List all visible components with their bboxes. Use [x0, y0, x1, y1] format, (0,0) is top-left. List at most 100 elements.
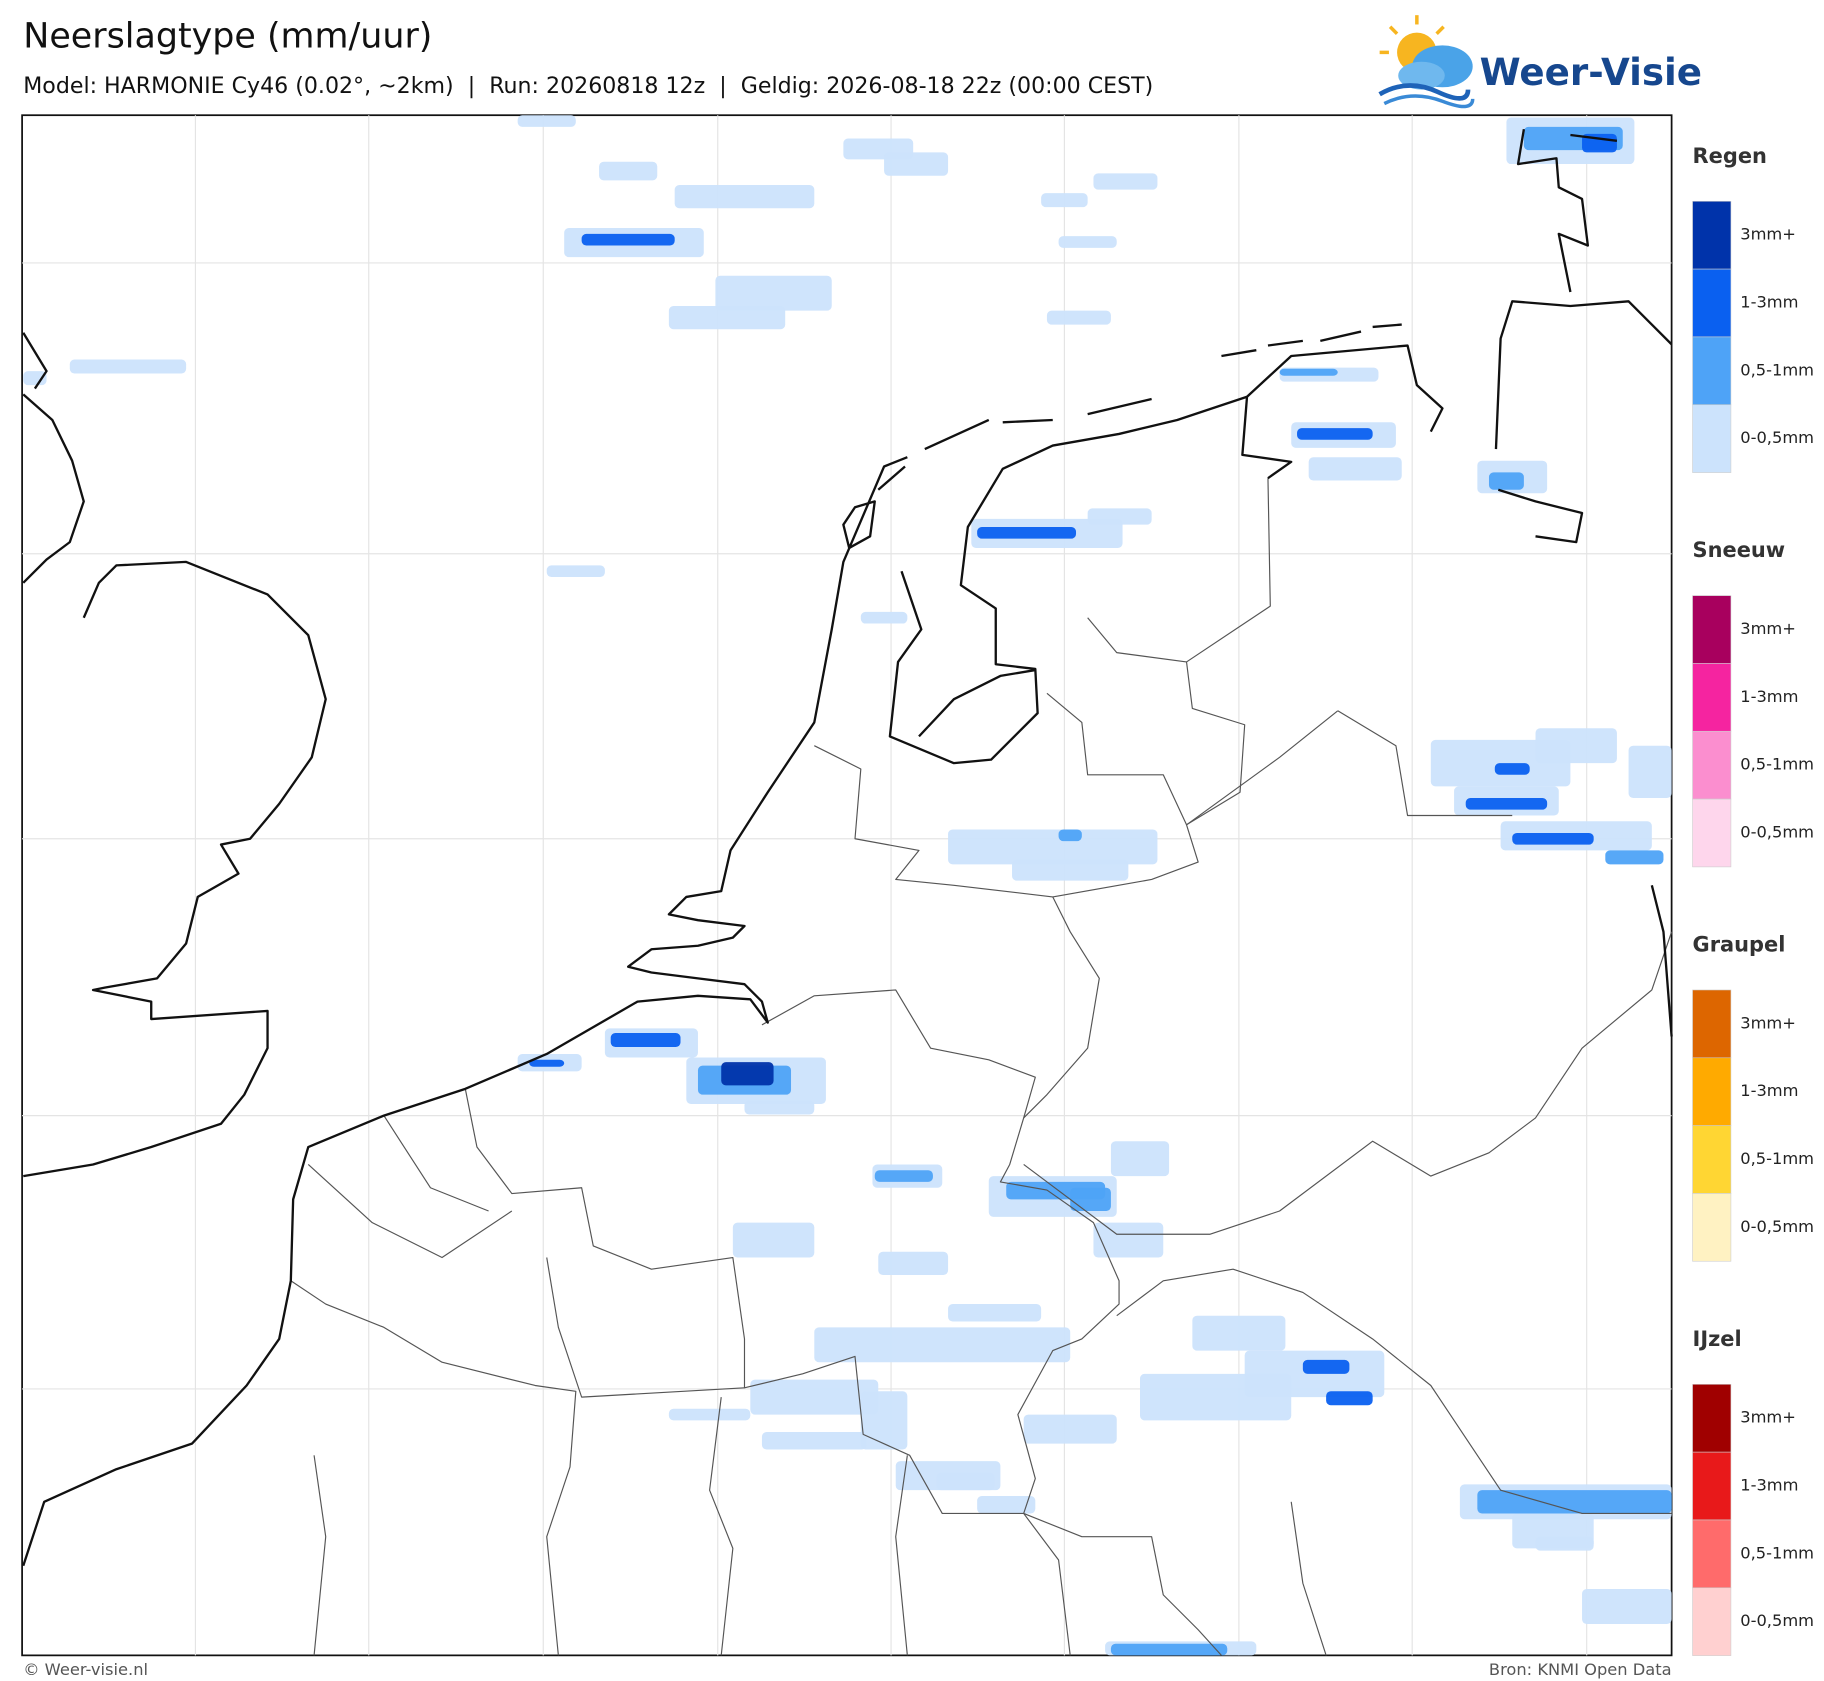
title: Neerslagtype (mm/uur) [23, 17, 432, 57]
precip-cell [1110, 1643, 1228, 1656]
legend-swatch [1692, 1125, 1732, 1194]
legend-swatch [1692, 1587, 1732, 1656]
legend-title: Sneeuw [1693, 538, 1786, 562]
legend-swatch [1692, 336, 1732, 406]
precip-cell [1058, 829, 1082, 842]
precip-cell [599, 161, 658, 181]
precip-cell [1110, 1141, 1170, 1177]
precip-cell [948, 1304, 1042, 1322]
precip-cell [581, 233, 675, 246]
legend-swatch [1692, 268, 1732, 338]
precip-cell [546, 565, 605, 578]
legend-title: IJzel [1693, 1327, 1742, 1351]
precip-cell [1192, 1315, 1286, 1351]
legend-swatch [1692, 1519, 1732, 1589]
legend-label: 3mm+ [1740, 619, 1796, 638]
precip-cell [1023, 1414, 1117, 1444]
legend-swatch [1692, 663, 1732, 732]
precip-cell [1477, 1490, 1672, 1514]
legend-label: 1-3mm [1740, 1476, 1798, 1495]
logo: Weer-Visie [1378, 15, 1702, 109]
precip-cell [668, 305, 786, 330]
precipitation [23, 115, 1672, 1656]
legend-swatch [1692, 1193, 1732, 1262]
legend-swatch [1692, 200, 1732, 270]
legend-label: 3mm+ [1740, 1013, 1796, 1032]
legend-label: 1-3mm [1740, 292, 1798, 311]
precip-cell [814, 1327, 1071, 1363]
precip-cell [977, 1496, 1036, 1514]
precip-cell [948, 829, 1158, 865]
legend: Regen 3mm+ 1-3mm 0,5-1mm 0-0,5mm Sneeuw 3mm+ 1-… [1692, 144, 1814, 1656]
precip-cell [1140, 1373, 1292, 1421]
legend-title: Regen [1693, 144, 1767, 168]
map-frame [21, 114, 1673, 1657]
precip-cell [1046, 310, 1111, 325]
legend-swatch [1692, 1384, 1732, 1453]
precip-cell [1628, 745, 1672, 799]
legend-label: 0,5-1mm [1740, 1149, 1814, 1168]
precip-cell [860, 1391, 908, 1450]
legend-title: Graupel [1693, 933, 1786, 957]
precip-cell [721, 1062, 774, 1086]
precip-cell [1297, 428, 1373, 440]
subtitle: Model: HARMONIE Cy46 (0.02°, ~2km) | Run… [23, 73, 1153, 99]
precip-cell [1512, 832, 1594, 845]
precip-cell [529, 1059, 565, 1067]
legend-label: 0-0,5mm [1740, 1217, 1814, 1236]
legend-label: 0,5-1mm [1740, 755, 1814, 774]
precip-cell [517, 115, 576, 127]
precip-cell [1582, 1589, 1672, 1624]
legend-label: 0,5-1mm [1740, 360, 1814, 379]
precip-cell [69, 359, 187, 374]
precip-cell [1093, 173, 1158, 190]
precip-cell [744, 1100, 815, 1115]
precip-cell [1494, 763, 1530, 775]
precip-cell [1302, 1359, 1350, 1374]
precip-cell [1012, 859, 1129, 881]
legend-label: 1-3mm [1740, 687, 1798, 706]
legend-label: 3mm+ [1740, 1408, 1796, 1427]
precip-cell [1093, 1222, 1164, 1258]
legend-swatch [1692, 1451, 1732, 1521]
borders [290, 478, 1673, 1656]
precip-cell [936, 1472, 995, 1491]
legend-label: 1-3mm [1740, 1081, 1798, 1100]
precip-cell [860, 611, 908, 624]
precip-cell [1087, 508, 1152, 525]
precip-cell [1535, 728, 1617, 764]
legend-swatch [1692, 404, 1732, 473]
copyright: © Weer-visie.nl [23, 1660, 148, 1679]
precip-cell [1535, 1536, 1594, 1551]
precip-cell [1605, 850, 1664, 865]
legend-label: 0-0,5mm [1740, 428, 1814, 447]
source: Bron: KNMI Open Data [1489, 1660, 1672, 1679]
precip-cell [1488, 472, 1524, 490]
precip-cell [1058, 236, 1117, 248]
precip-cell [878, 1251, 949, 1275]
precip-cell [668, 1408, 751, 1421]
precip-cell [1308, 457, 1402, 481]
legend-label: 0-0,5mm [1740, 1611, 1814, 1630]
precip-cell [610, 1033, 681, 1047]
precip-cell [1279, 368, 1338, 376]
precip-cell [732, 1222, 815, 1258]
precip-cell [884, 152, 949, 176]
precip-cell [977, 527, 1077, 539]
precip-cell [1041, 193, 1088, 208]
precip-cell [874, 1170, 933, 1182]
precip-cell [761, 1432, 867, 1450]
legend-label: 0,5-1mm [1740, 1543, 1814, 1562]
legend-swatch [1692, 798, 1732, 868]
coastlines [22, 128, 1673, 1567]
precip-cell [674, 185, 815, 209]
precip-cell [1070, 1187, 1111, 1211]
legend-swatch [1692, 595, 1732, 664]
precip-cell [715, 275, 832, 311]
precip-cell [1326, 1391, 1373, 1406]
legend-swatch [1692, 989, 1732, 1059]
legend-label: 3mm+ [1740, 225, 1796, 244]
logo-text: Weer-Visie [1480, 50, 1702, 94]
